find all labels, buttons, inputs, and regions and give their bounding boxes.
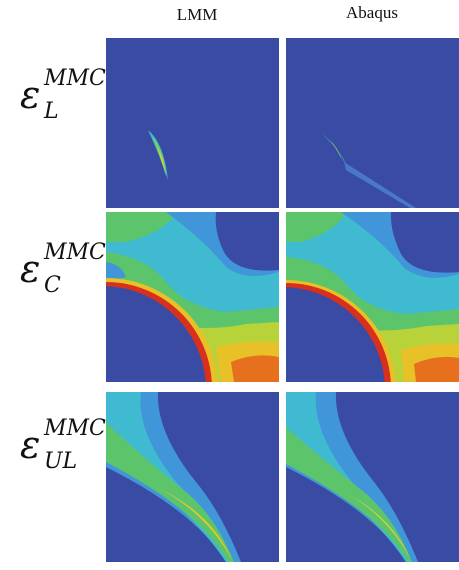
symbol: ε: [20, 247, 40, 291]
row-label: ε MMC UL: [20, 416, 106, 474]
symbol: ε: [20, 73, 40, 117]
superscript: MMC: [43, 416, 106, 441]
figure: LMM Abaqus ε MMC L ε MMC C ε MMC UL: [0, 0, 459, 570]
contour-panel: [286, 392, 459, 562]
subscript: UL: [44, 449, 77, 474]
contour-panel: [106, 392, 279, 562]
contour-region: [106, 38, 279, 208]
row-label: ε MMC C: [20, 240, 106, 298]
contour-panel: [106, 38, 279, 208]
subscript: L: [43, 99, 59, 124]
superscript: MMC: [43, 66, 106, 91]
column-header: Abaqus: [346, 3, 398, 22]
row-label: ε MMC L: [20, 66, 106, 124]
superscript: MMC: [43, 240, 106, 265]
symbol: ε: [20, 423, 40, 467]
column-header: LMM: [177, 5, 218, 24]
contour-panel: [286, 38, 459, 208]
subscript: C: [44, 273, 61, 298]
